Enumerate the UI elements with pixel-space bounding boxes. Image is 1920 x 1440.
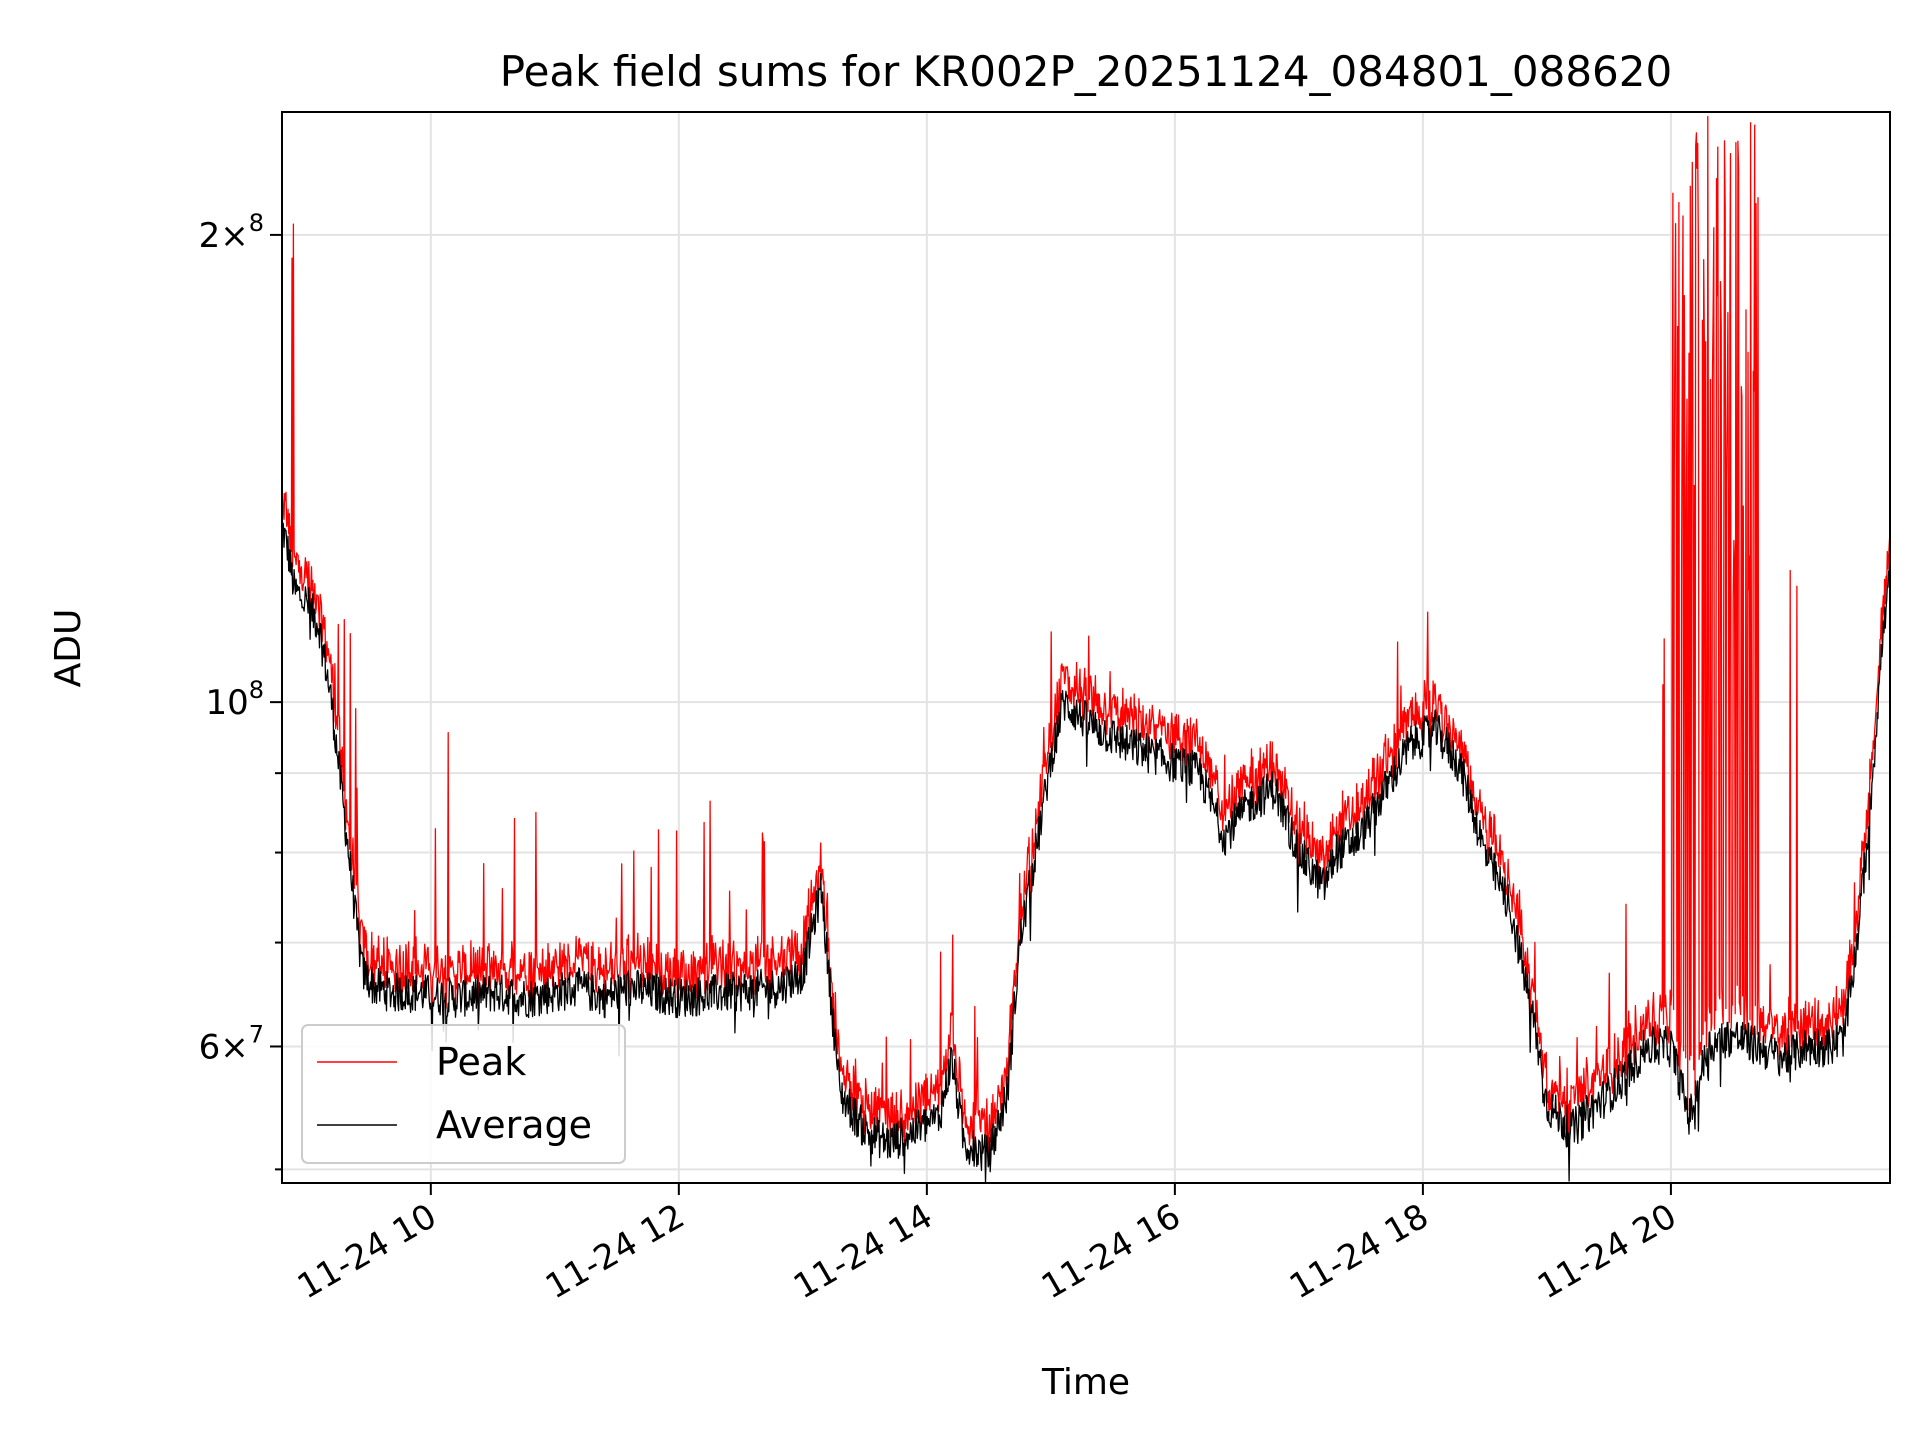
legend-label-average: Average — [436, 1103, 592, 1147]
y-tick-label: 108 — [205, 676, 264, 723]
plot-series — [281, 115, 1891, 1184]
y-tick-exponent: 8 — [249, 676, 264, 704]
y-tick-label: 2×8 — [199, 209, 264, 256]
grid — [282, 112, 1890, 1183]
y-tick-mantissa: 6 — [199, 1027, 221, 1067]
chart-title: Peak field sums for KR002P_20251124_0848… — [500, 47, 1672, 96]
y-axis-label: ADU — [48, 609, 89, 688]
y-tick-exponent: 8 — [249, 209, 264, 237]
plot-frame — [281, 111, 1891, 1184]
y-tick-mantissa: 2 — [199, 216, 221, 256]
y-tick-exponent: 7 — [249, 1020, 264, 1048]
legend-label-peak: Peak — [436, 1040, 526, 1084]
average-series-line — [281, 518, 1891, 1184]
legend-box — [301, 1024, 626, 1164]
y-tick-times: × — [220, 1027, 249, 1067]
x-axis-label: Time — [1041, 1362, 1130, 1403]
legend: Peak Average — [301, 1024, 626, 1164]
y-tick-mantissa: 10 — [205, 683, 248, 723]
y-tick-label: 6×7 — [199, 1020, 264, 1067]
y-tick-times: × — [220, 216, 249, 256]
